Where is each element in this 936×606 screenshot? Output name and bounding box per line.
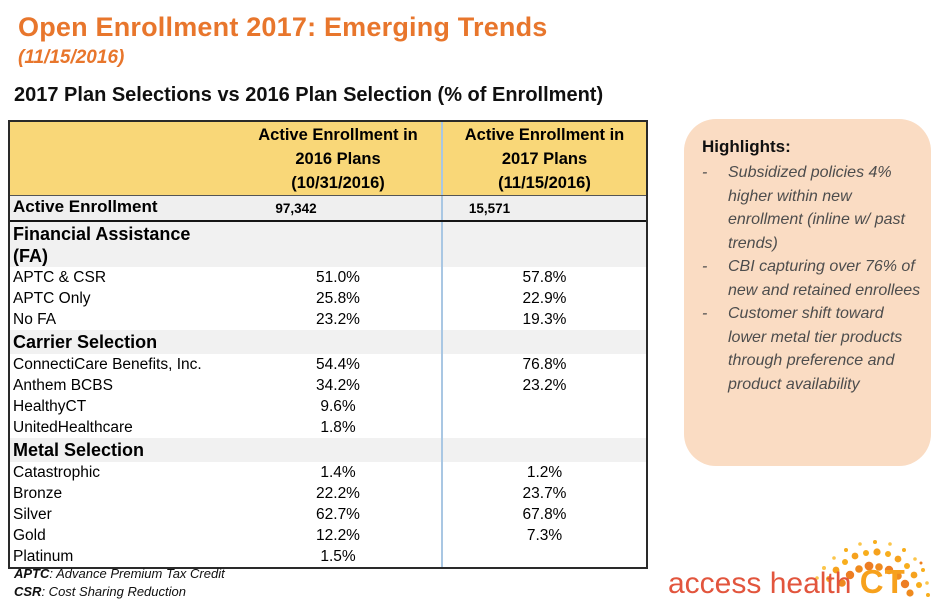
header-blank-cell [10,122,235,195]
value-2017 [443,396,646,417]
header-2016-plans: Active Enrollment in 2016 Plans (10/31/2… [235,122,443,195]
table-row: UnitedHealthcare 1.8% [10,417,646,438]
bullet-dash: - [702,305,708,322]
table-row: APTC Only 25.8% 22.9% [10,288,646,309]
value-2017 [443,546,646,567]
footnotes: APTC: Advance Premium Tax Credit CSR: Cos… [14,565,225,601]
value-2016: 51.0% [235,267,443,288]
value-2016: 62.7% [235,504,443,525]
value-2016: 1.4% [235,462,443,483]
highlights-title: Highlights: [702,137,791,156]
highlights-list: - Subsidized policies 4% higher within ne… [702,161,921,396]
row-label: No FA [13,311,57,328]
section-header-row: Metal Selection [10,438,646,462]
row-label: Active Enrollment [13,197,158,216]
value-2017: 1.2% [526,464,563,481]
table-row: Anthem BCBS 34.2% 23.2% [10,375,646,396]
value-2016: 1.8% [235,417,443,438]
footnote-line: APTC: Advance Premium Tax Credit [14,565,225,583]
value-2017 [443,417,646,438]
row-label: HealthyCT [13,398,87,415]
row-label: Anthem BCBS [13,377,113,394]
footnote-definition: : Advance Premium Tax Credit [49,566,225,581]
table-row: APTC & CSR 51.0% 57.8% [10,267,646,288]
row-label: UnitedHealthcare [13,419,133,436]
row-label: APTC Only [13,290,91,307]
logo-text: access health CT [668,563,906,601]
value-2016: 12.2% [235,525,443,546]
page-subtitle-date: (11/15/2016) [18,47,125,68]
row-label: APTC & CSR [13,269,107,286]
section-header-row: Financial Assistance (FA) [10,222,646,267]
value-2017: 22.9% [522,290,567,307]
bullet-dash: - [702,258,708,275]
highlight-item: - CBI capturing over 76% of new and retai… [702,255,921,302]
table-body: Active Enrollment 97,342 15,571 Financial A… [10,196,646,567]
footnote-term: CSR [14,584,42,599]
table-row: ConnectiCare Benefits, Inc. 54.4% 76.8% [10,354,646,375]
bullet-dash: - [702,164,708,181]
highlight-text: Customer shift toward lower metal tier p… [728,305,903,393]
value-2016 [235,222,443,267]
highlight-text: Subsidized policies 4% higher within new… [728,164,905,252]
row-label: Financial Assistance (FA) [13,224,191,266]
value-2016 [235,330,443,354]
value-2016 [235,438,443,462]
value-2017 [443,222,646,267]
value-2016: 22.2% [235,483,443,504]
highlight-item: - Subsidized policies 4% higher within ne… [702,161,921,255]
value-2017: 15,571 [468,201,511,216]
table-header-row: Active Enrollment in 2016 Plans (10/31/2… [10,122,646,196]
row-label: Silver [13,506,52,523]
value-2016: 54.4% [235,354,443,375]
header-2017-plans: Active Enrollment in 2017 Plans (11/15/2… [464,126,625,192]
value-2017 [443,330,646,354]
row-label: Gold [13,527,46,544]
value-2016: 25.8% [235,288,443,309]
footnote-definition: : Cost Sharing Reduction [41,584,186,599]
logo-access-health: access health [668,567,860,600]
value-2017: 67.8% [522,506,567,523]
value-2017: 76.8% [522,356,567,373]
value-2016: 9.6% [235,396,443,417]
table-row: Active Enrollment 97,342 15,571 [10,196,646,222]
value-2017: 19.3% [522,311,567,328]
value-2016: 34.2% [235,375,443,396]
value-2016: 97,342 [235,196,443,220]
row-label: Metal Selection [13,440,145,460]
footnote-line: CSR: Cost Sharing Reduction [14,583,225,601]
row-label: Catastrophic [13,464,101,481]
highlight-text: CBI capturing over 76% of new and retain… [728,258,921,299]
table-heading: 2017 Plan Selections vs 2016 Plan Select… [14,84,604,106]
row-label: Platinum [13,548,74,565]
table-row: No FA 23.2% 19.3% [10,309,646,330]
section-header-row: Carrier Selection [10,330,646,354]
value-2016: 23.2% [235,309,443,330]
value-2017 [443,438,646,462]
table-row: HealthyCT 9.6% [10,396,646,417]
highlight-item: - Customer shift toward lower metal tier … [702,302,921,396]
logo-ct: CT [859,563,906,600]
row-label: Bronze [13,485,63,502]
plan-selection-table: Active Enrollment in 2016 Plans (10/31/2… [8,120,648,569]
access-health-ct-logo: access health CT [666,536,932,602]
value-2017: 23.7% [522,485,567,502]
table-row: Bronze 22.2% 23.7% [10,483,646,504]
table-row: Platinum 1.5% [10,546,646,567]
row-label: Carrier Selection [13,332,158,352]
footnote-term: APTC [14,566,50,581]
sunburst-icon [815,540,930,597]
table-row: Catastrophic 1.4% 1.2% [10,462,646,483]
value-2017: 7.3% [526,527,563,544]
page-title: Open Enrollment 2017: Emerging Trends [18,12,548,42]
row-label: ConnectiCare Benefits, Inc. [13,356,202,373]
value-2016: 1.5% [235,546,443,567]
highlights-box: Highlights: - Subsidized policies 4% high… [684,119,931,466]
value-2017: 57.8% [522,269,567,286]
table-row: Gold 12.2% 7.3% [10,525,646,546]
table-row: Silver 62.7% 67.8% [10,504,646,525]
value-2017: 23.2% [522,377,567,394]
